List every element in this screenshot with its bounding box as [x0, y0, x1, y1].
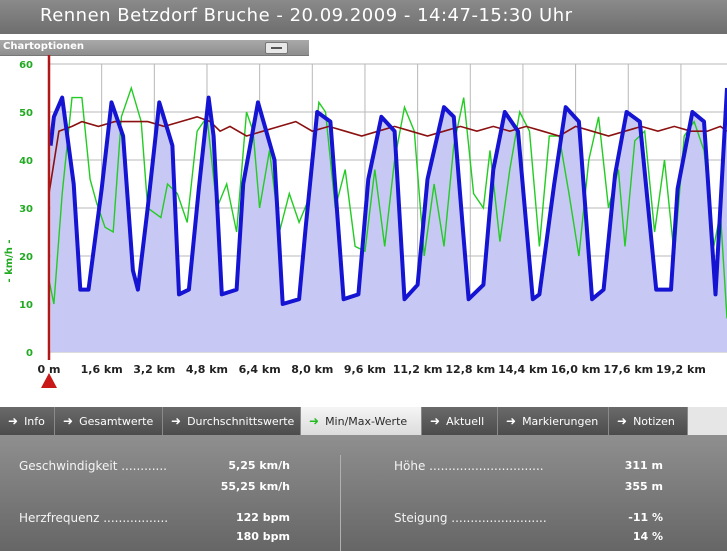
tab-label: Notizen — [633, 414, 675, 428]
tab-min-max-werte[interactable]: ➜ Min/Max-Werte — [301, 407, 422, 435]
tab-bar: ➜ Info ➜ Gesamtwerte ➜ Durchschnittswerte ➜… — [0, 407, 727, 435]
y-tick-label: 60 — [19, 60, 33, 71]
min-max-panel: Geschwindigkeit ............ 5,25 km/h 5… — [0, 435, 727, 551]
tab-label: Aktuell — [446, 414, 485, 428]
y-tick-label: 50 — [19, 108, 33, 119]
arrow-right-icon: ➜ — [171, 414, 182, 428]
tab-label: Min/Max-Werte — [325, 414, 408, 428]
x-tick-label: 19,2 km — [656, 363, 706, 376]
x-tick-label: 3,2 km — [133, 363, 175, 376]
speed-max-value: 55,25 km/h — [220, 480, 290, 493]
speed-min-value: 5,25 km/h — [228, 459, 290, 472]
x-tick-label: 14,4 km — [498, 363, 548, 376]
tab-aktuell[interactable]: ➜ Aktuell — [422, 407, 498, 435]
heart-rate-label: Herzfrequenz ................. — [19, 511, 169, 525]
y-tick-label: 20 — [19, 252, 33, 263]
x-tick-label: 12,8 km — [445, 363, 495, 376]
x-tick-label: 6,4 km — [239, 363, 281, 376]
speed-label: Geschwindigkeit ............ — [19, 459, 167, 473]
panel-divider — [340, 455, 341, 551]
y-axis-ticks: 0 10 20 30 40 50 60 — [19, 60, 33, 359]
heart-rate-max-value: 180 bpm — [235, 530, 290, 543]
tab-label: Info — [24, 414, 45, 428]
tab-bar-filler — [688, 407, 727, 435]
position-marker-handle[interactable] — [41, 373, 57, 388]
x-tick-label: 16,0 km — [551, 363, 601, 376]
window-title: Rennen Betzdorf Bruche - 20.09.2009 - 14… — [40, 5, 573, 26]
tab-durchschnittswerte[interactable]: ➜ Durchschnittswerte — [163, 407, 301, 435]
tab-label: Gesamtwerte — [79, 414, 154, 428]
heart-rate-min-value: 122 bpm — [235, 511, 290, 524]
x-axis-ticks: 0 m 1,6 km 3,2 km 4,8 km 6,4 km 8,0 km 9,6 km 1… — [38, 363, 706, 376]
x-tick-label: 4,8 km — [186, 363, 228, 376]
arrow-right-icon: ➜ — [430, 414, 441, 428]
x-tick-label: 0 m — [38, 363, 61, 376]
speed-chart[interactable]: 0 10 20 30 40 50 60 0 m 1,6 km 3,2 km 4,8 km 6,4 k… — [0, 55, 727, 407]
y-tick-label: 10 — [19, 300, 33, 311]
collapse-icon[interactable] — [265, 42, 288, 54]
slope-label: Steigung ......................... — [394, 511, 547, 525]
height-label: Höhe .............................. — [394, 459, 544, 473]
tab-notizen[interactable]: ➜ Notizen — [609, 407, 688, 435]
tab-markierungen[interactable]: ➜ Markierungen — [498, 407, 609, 435]
x-tick-label: 9,6 km — [344, 363, 386, 376]
tab-gesamtwerte[interactable]: ➜ Gesamtwerte — [55, 407, 163, 435]
arrow-right-icon: ➜ — [8, 414, 19, 428]
x-tick-label: 1,6 km — [81, 363, 123, 376]
arrow-right-icon: ➜ — [63, 414, 74, 428]
y-tick-label: 30 — [19, 204, 33, 215]
arrow-right-icon: ➜ — [309, 414, 320, 428]
tab-label: Markierungen — [522, 414, 599, 428]
y-axis-label: - km/h - — [4, 239, 15, 282]
height-max-value: 355 m — [624, 480, 663, 493]
height-min-value: 311 m — [624, 459, 663, 472]
y-tick-label: 40 — [19, 156, 33, 167]
y-tick-label: 0 — [26, 348, 33, 359]
slope-min-value: -11 % — [628, 511, 663, 524]
title-bar: Rennen Betzdorf Bruche - 20.09.2009 - 14… — [0, 0, 727, 34]
chart-options-header[interactable]: Chartoptionen — [0, 40, 309, 56]
tab-label: Durchschnittswerte — [187, 414, 295, 428]
x-tick-label: 8,0 km — [291, 363, 333, 376]
slope-max-value: 14 % — [632, 530, 663, 543]
tab-info[interactable]: ➜ Info — [0, 407, 55, 435]
blue-series-line — [48, 87, 727, 306]
x-tick-label: 17,6 km — [603, 363, 653, 376]
arrow-right-icon: ➜ — [617, 414, 628, 428]
arrow-right-icon: ➜ — [506, 414, 517, 428]
chart-options-label: Chartoptionen — [3, 41, 85, 52]
x-tick-label: 11,2 km — [393, 363, 443, 376]
